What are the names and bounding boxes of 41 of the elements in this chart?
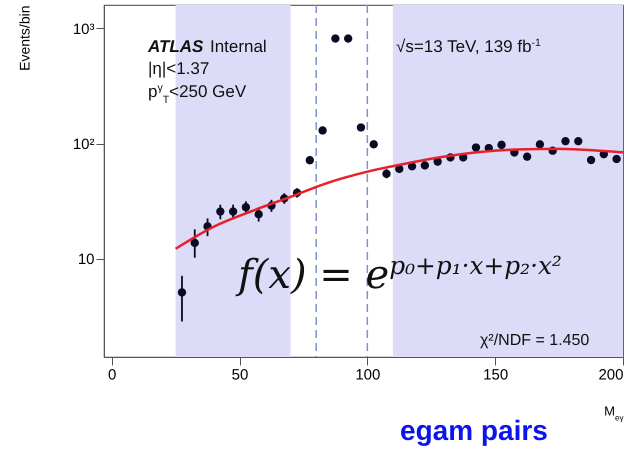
x-tick-label: 0 (108, 366, 116, 384)
annotation: |η|<1.37 (148, 59, 210, 78)
x-tick-label: 100 (355, 366, 380, 384)
x-axis-title: M$_{eγ}$ (604, 404, 624, 422)
annotation: χ²/NDF = 1.450 (480, 332, 590, 349)
y-tick-label: 10² (72, 136, 94, 154)
point (306, 156, 314, 164)
point (178, 288, 186, 297)
y-tick-label: 10³ (72, 20, 94, 38)
point (344, 34, 352, 43)
point (522, 152, 532, 161)
point (331, 34, 340, 43)
point (536, 140, 544, 148)
point (382, 170, 391, 178)
point (370, 140, 378, 148)
x-tick-label: 150 (483, 366, 508, 384)
annotation: ATLAS (147, 37, 204, 56)
point (612, 154, 621, 164)
point (574, 136, 582, 146)
x-tick-label: 200 (598, 366, 624, 384)
annotation: p$^{γ}$$_{T}$<250 GeV (148, 82, 247, 106)
annotation: √s=13 TeV, 139 fb$^{-1}$ (396, 37, 542, 56)
point (318, 126, 327, 135)
point (497, 140, 506, 150)
point (216, 207, 225, 216)
line-series (174, 148, 624, 250)
y-axis-title: Events/bin (16, 6, 32, 71)
point (190, 238, 199, 248)
point (242, 203, 250, 212)
x-tick-label: 50 (232, 366, 248, 384)
y-tick-label: 10 (78, 251, 94, 268)
point (420, 161, 430, 170)
point (561, 136, 570, 146)
point (472, 143, 480, 152)
text: egam pairs (400, 415, 548, 446)
point (356, 123, 366, 132)
point (254, 210, 263, 218)
point (228, 207, 238, 216)
point (586, 156, 596, 164)
annotation: Internal (210, 37, 267, 56)
annotation: f(x) = e$^{p₀+p₁·x+p₂·x²}$ (235, 250, 562, 298)
